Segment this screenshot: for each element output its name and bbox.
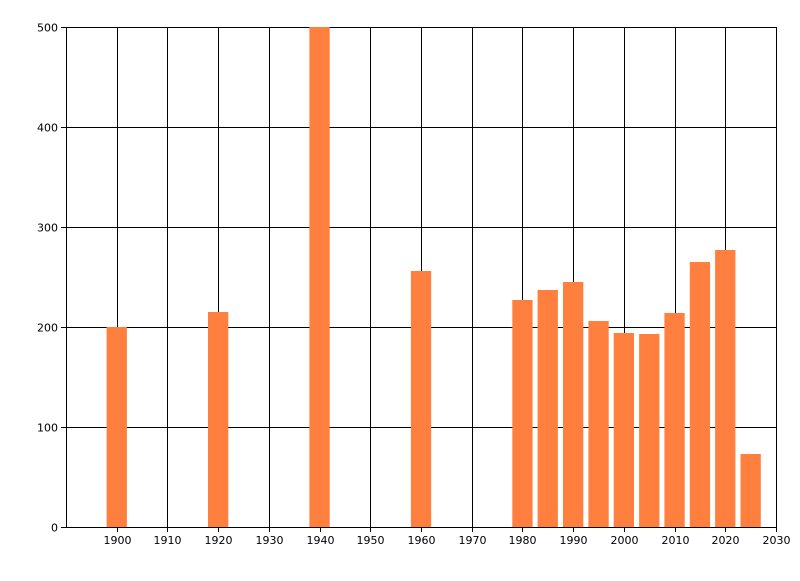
bars: [106, 27, 761, 527]
bar-1990: [563, 282, 584, 527]
bar-2025: [740, 454, 761, 527]
x-tick-label: 2010: [662, 534, 690, 547]
x-tick-label: 1980: [509, 534, 537, 547]
x-tick-label: 2020: [712, 534, 740, 547]
bar-1920: [208, 312, 229, 527]
y-tick-label: 400: [37, 122, 58, 135]
bar-2020: [715, 250, 736, 527]
x-tick-label: 1940: [307, 534, 335, 547]
bar-2015: [689, 262, 711, 527]
bar-2010: [664, 313, 685, 527]
bar-1900: [106, 327, 127, 527]
bar-1940: [309, 27, 330, 527]
bar-1960: [410, 271, 432, 527]
x-tick-label: 1950: [357, 534, 385, 547]
y-tick-label: 100: [37, 422, 58, 435]
x-tick-label: 1910: [154, 534, 182, 547]
x-tick-label: 1900: [104, 534, 132, 547]
axes: [61, 27, 777, 532]
x-tick-label: 2000: [611, 534, 639, 547]
x-tick-label: 1970: [459, 534, 487, 547]
bar-1985: [537, 290, 558, 527]
x-tick-label: 1930: [256, 534, 284, 547]
bar-2000: [613, 333, 634, 527]
y-tick-label: 0: [51, 522, 58, 535]
x-tick-label: 1960: [408, 534, 436, 547]
x-tick-label: 1990: [560, 534, 588, 547]
bar-1995: [588, 321, 609, 527]
tick-labels: 0 100 200 300 400 500 1900 1910 1920 1930 1940 1950…: [37, 22, 791, 548]
x-tick-label: 1920: [205, 534, 233, 547]
x-tick-label: 2030: [763, 534, 791, 547]
bar-1980: [512, 300, 533, 527]
bar-2005: [639, 334, 660, 527]
y-tick-label: 500: [37, 22, 58, 35]
y-tick-label: 300: [37, 222, 58, 235]
y-tick-label: 200: [37, 322, 58, 335]
